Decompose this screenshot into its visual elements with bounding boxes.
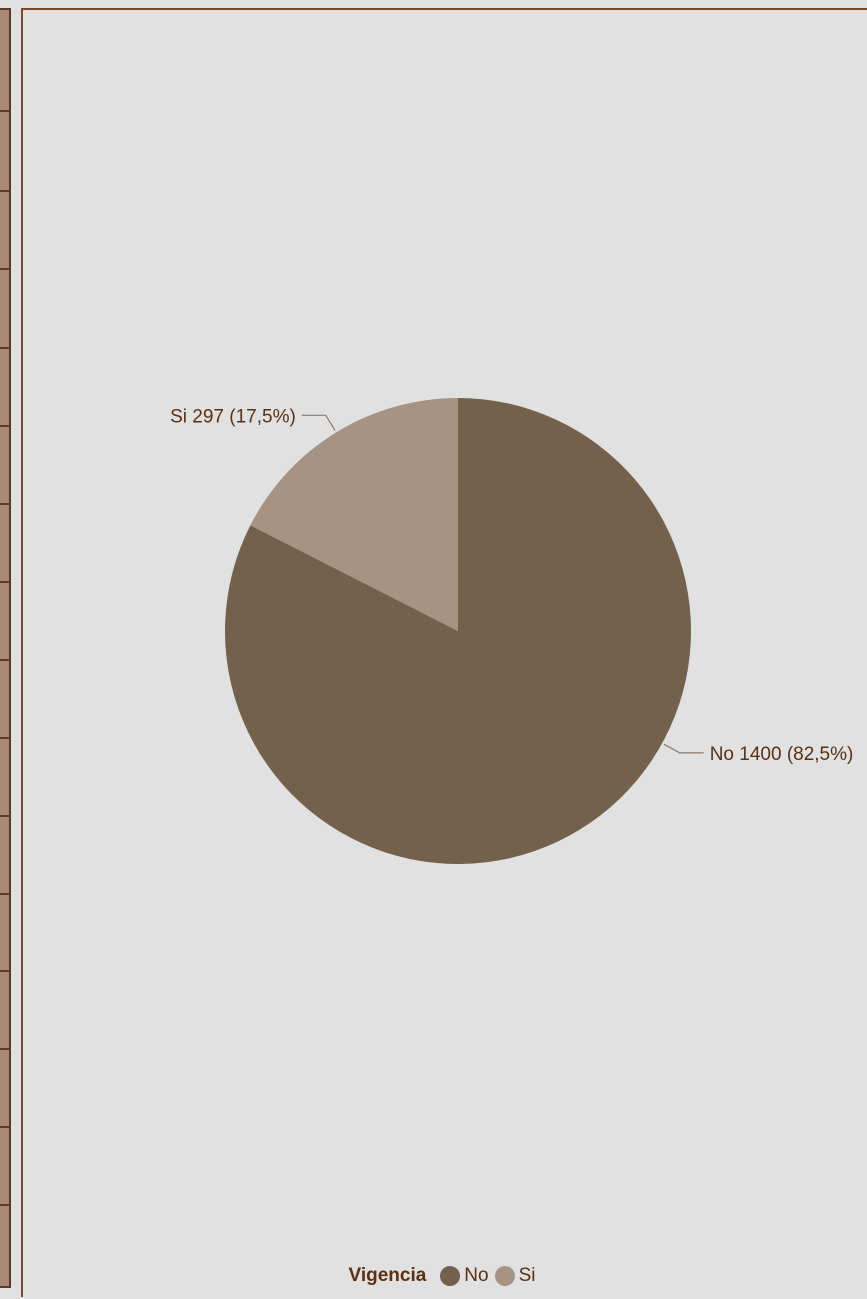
pie-slice-si[interactable]	[250, 398, 458, 631]
legend-title: Vigencia	[348, 1265, 427, 1286]
legend-item-si[interactable]: Si	[494, 1265, 536, 1287]
legend-label-si: Si	[518, 1265, 536, 1286]
table-row-divider	[0, 893, 9, 895]
table-row-divider	[0, 970, 9, 972]
legend-swatch-si	[494, 1266, 515, 1286]
table-edge-strip	[0, 8, 11, 1288]
pie-chart: No 1400 (82,5%) Si 297 (17,5%)	[170, 398, 854, 864]
table-row-divider	[0, 268, 9, 270]
table-row-divider	[0, 737, 9, 739]
data-label-si: Si 297 (17,5%)	[170, 406, 296, 427]
table-row-divider	[0, 581, 9, 583]
table-row-divider	[0, 425, 9, 427]
legend: Vigencia No Si	[23, 1265, 867, 1287]
table-row-divider	[0, 347, 9, 349]
data-label-no: No 1400 (82,5%)	[710, 744, 854, 765]
table-row-divider	[0, 503, 9, 505]
legend-item-no[interactable]: No	[440, 1265, 489, 1287]
leader-line-no	[663, 743, 704, 754]
pie-slice-no[interactable]	[225, 398, 692, 864]
table-row-divider	[0, 1126, 9, 1128]
table-row-divider	[0, 1048, 9, 1050]
table-row-divider	[0, 110, 9, 112]
legend-swatch-no	[440, 1266, 461, 1286]
leader-line-si	[301, 414, 336, 431]
table-row-divider	[0, 659, 9, 661]
table-row-divider	[0, 815, 9, 817]
chart-panel: No 1400 (82,5%) Si 297 (17,5%) Vigencia N…	[21, 8, 867, 1297]
table-row-divider	[0, 1204, 9, 1206]
legend-label-no: No	[464, 1265, 489, 1286]
table-row-divider	[0, 190, 9, 192]
